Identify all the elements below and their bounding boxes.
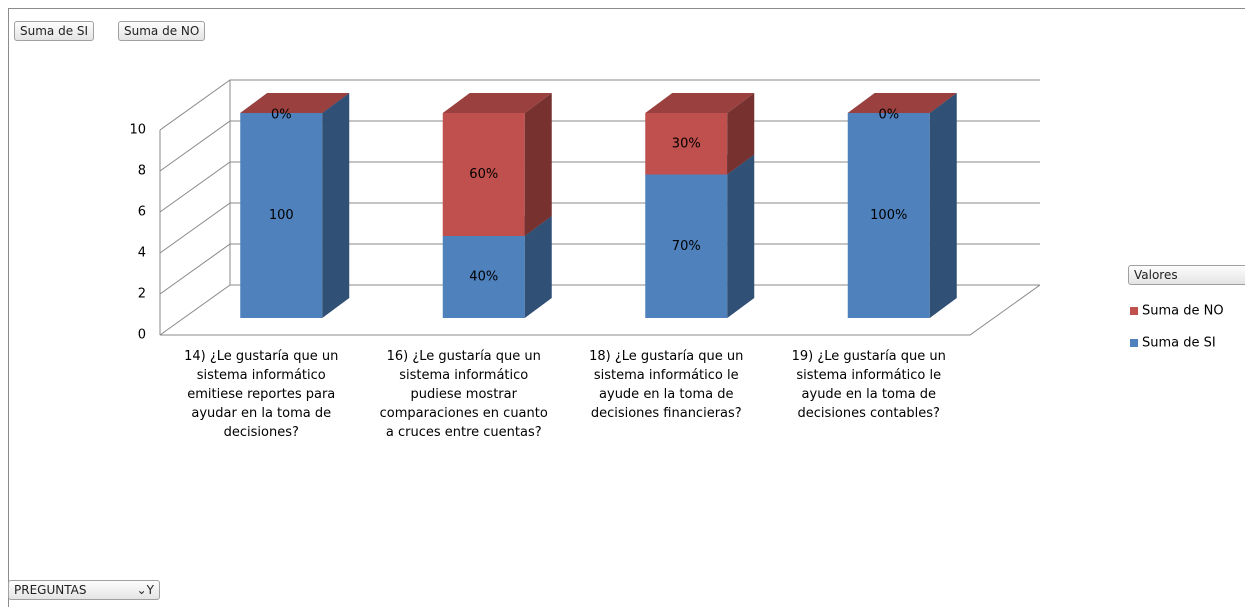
grid-line: [159, 284, 1040, 336]
data-label: 100%: [870, 208, 907, 223]
bar-segment: [442, 113, 525, 236]
data-label: 0%: [271, 108, 292, 123]
y-tick-label: 2: [138, 287, 146, 302]
bar-segment: [645, 174, 728, 318]
chart-border: [8, 8, 1245, 607]
data-label: 0%: [878, 108, 899, 123]
bar-side: [524, 93, 552, 236]
bar-top: [442, 93, 552, 113]
floor: [160, 284, 1041, 336]
x-tick-label: 18) ¿Le gustaría que un sistema informát…: [589, 349, 744, 421]
bar-side: [322, 93, 350, 318]
bar-side: [727, 93, 755, 175]
x-tick-label: 16) ¿Le gustaría que un sistema informát…: [379, 349, 548, 440]
bar-side: [929, 93, 957, 318]
y-tick-label: 0: [138, 328, 146, 343]
y-tick-label: 4: [138, 246, 146, 261]
data-label: 70%: [672, 239, 701, 254]
data-label: 60%: [469, 167, 498, 182]
filter-icon: ⌄Y: [136, 583, 154, 597]
grid-line: [159, 79, 1040, 131]
legend-label: Suma de SI: [1142, 336, 1216, 351]
y-tick-label: 10: [129, 123, 146, 138]
y-tick-label: 8: [138, 164, 146, 179]
bar-top: [645, 93, 755, 113]
y-tick-label: 6: [138, 205, 146, 220]
x-tick-label: 19) ¿Le gustaría que un sistema informát…: [791, 349, 946, 421]
data-label: 40%: [469, 270, 498, 285]
legend-swatch: [1130, 307, 1138, 315]
bar-top: [847, 93, 957, 113]
grid-line: [159, 202, 1040, 254]
axis-field-button[interactable]: PREGUNTAS ⌄Y: [8, 580, 160, 600]
bar-segment: [645, 113, 728, 175]
data-label: 30%: [672, 136, 701, 151]
bar-segment: [240, 113, 323, 318]
bar-segment: [847, 113, 930, 318]
legend-title[interactable]: Valores: [1128, 265, 1245, 285]
x-tick-label: 14) ¿Le gustaría que un sistema informát…: [184, 349, 339, 440]
legend-label: Suma de NO: [1142, 304, 1224, 319]
grid-line: [159, 120, 1040, 172]
grid-line: [159, 243, 1040, 295]
bar-side: [524, 216, 552, 318]
grid-line: [159, 161, 1040, 213]
bar-side: [727, 154, 755, 318]
field-button[interactable]: Suma de SI: [14, 21, 95, 41]
axis-field-label: PREGUNTAS: [14, 583, 87, 597]
bar-top: [240, 93, 350, 113]
data-label: 100: [269, 208, 294, 223]
bar-segment: [442, 236, 525, 318]
legend-swatch: [1130, 339, 1138, 347]
field-button[interactable]: Suma de NO: [118, 21, 206, 41]
